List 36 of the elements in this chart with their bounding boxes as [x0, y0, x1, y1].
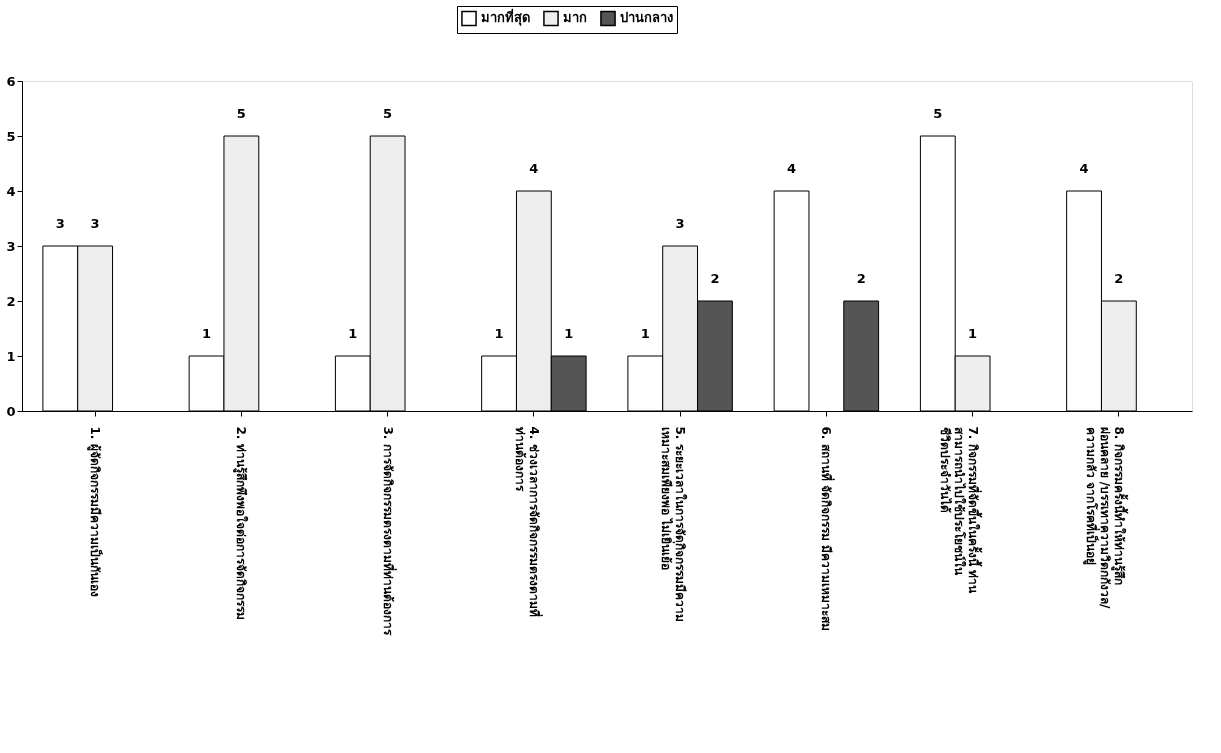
data-label: 1	[564, 326, 574, 341]
x-tick-label: 3. การจัดกิจกรรมตรงตามที่ท่านต้องการ	[380, 426, 397, 636]
x-tick-label: 6. สถานที่ จัดกิจกรรม มีความเหมาะสม	[819, 426, 836, 631]
data-label: 5	[236, 106, 246, 121]
data-label: 3	[90, 216, 100, 231]
y-tick-label: 4	[6, 183, 16, 199]
data-label: 2	[710, 271, 720, 286]
data-label: 5	[933, 106, 943, 121]
data-label: 4	[787, 161, 797, 176]
data-label: 5	[383, 106, 393, 121]
x-tick-label: 8. กิจกรรมครั้งนี้ทำให้ท่านรู้สึก ผ่อนคลาย /บรรเทาความวิตกกังวล/ ความกลัว จากโรคที่เป็นอยู่	[1082, 426, 1129, 610]
x-tick-label: 5. ระยะเวลาในการจัดกิจกรรมมีความ เหมาะสมเพียงพอ ไม่เยิ่นเย้อ	[659, 426, 689, 622]
data-label: 3	[675, 216, 685, 231]
data-label: 1	[640, 326, 650, 341]
legend-label: มาก	[563, 10, 587, 26]
data-label: 2	[856, 271, 866, 286]
data-label: 2	[1114, 271, 1124, 286]
data-label: 3	[55, 216, 65, 231]
data-label: 4	[529, 161, 539, 176]
x-tick-label: 2. ท่านรู้สึกพึงพอใจต่อการจัดกิจกรรม	[233, 426, 250, 620]
y-tick-label: 1	[6, 348, 16, 364]
y-tick-label: 2	[6, 293, 16, 309]
data-label: 1	[202, 326, 212, 341]
x-tick-label: 1. ผู้จัดกิจกรรมมีความเป็นกันเอง	[87, 426, 104, 597]
y-tick-label: 5	[6, 128, 16, 144]
legend-label: มากที่สุด	[481, 8, 530, 27]
data-label: 1	[348, 326, 358, 341]
data-label: 1	[494, 326, 504, 341]
x-tick-label: 7. กิจกรรมที่จัดขึ้นในครั้งนี้ ท่าน สามารถนำไปใช้ประโยชน์ใน ชีวิตประจำวันได้	[937, 426, 983, 594]
y-tick-label: 3	[6, 238, 16, 254]
y-tick-label: 6	[6, 73, 16, 89]
data-label: 1	[968, 326, 978, 341]
data-label: 4	[1079, 161, 1089, 176]
y-tick-label: 0	[6, 403, 16, 419]
legend-label: ปานกลาง	[620, 10, 673, 26]
x-tick-label: 4. ช่วงเวลาการจัดกิจกรรมตรงตามที่ ท่านต้องการ	[512, 426, 543, 617]
